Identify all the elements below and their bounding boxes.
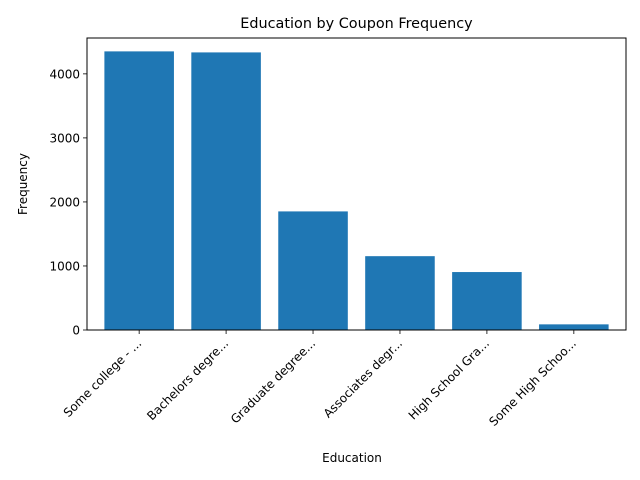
y-tick-label: 3000	[49, 131, 80, 145]
bar	[104, 51, 174, 330]
y-tick-label: 2000	[49, 195, 80, 209]
plot-frame	[86, 37, 627, 331]
bar	[365, 256, 435, 330]
bar	[191, 52, 261, 330]
y-tick-label: 1000	[49, 259, 80, 273]
chart-title: Education by Coupon Frequency	[240, 16, 473, 32]
y-tick-label: 0	[72, 324, 80, 338]
y-axis-label: Frequency	[16, 153, 30, 215]
bars-group	[104, 51, 609, 330]
bar	[278, 211, 348, 330]
bar	[452, 272, 522, 330]
x-axis-label: Education	[322, 451, 382, 465]
y-tick-label: 4000	[49, 67, 80, 81]
y-axis: 0 1000 2000 3000 4000	[49, 67, 87, 338]
bar	[539, 324, 609, 330]
